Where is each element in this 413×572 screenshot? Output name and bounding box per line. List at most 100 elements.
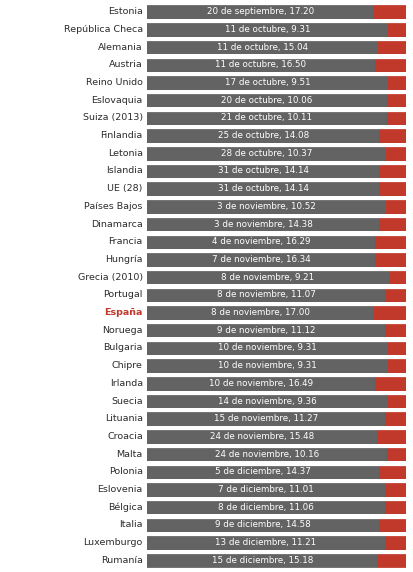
Text: 7 de diciembre, 11.01: 7 de diciembre, 11.01: [218, 485, 313, 494]
Bar: [387, 341, 405, 355]
Text: 9 de noviembre, 11.12: 9 de noviembre, 11.12: [216, 325, 314, 335]
Bar: [384, 482, 405, 496]
Text: 3 de noviembre, 10.52: 3 de noviembre, 10.52: [216, 202, 315, 211]
Text: Bulgaria: Bulgaria: [103, 343, 142, 352]
Text: República Checa: República Checa: [64, 25, 142, 34]
Text: 20 de septiembre, 17.20: 20 de septiembre, 17.20: [206, 7, 313, 16]
Bar: [377, 40, 405, 54]
Bar: [373, 305, 405, 320]
Text: Grecia (2010): Grecia (2010): [78, 273, 142, 281]
Text: 25 de octubre, 14.08: 25 de octubre, 14.08: [217, 131, 308, 140]
Bar: [386, 447, 405, 462]
Text: 3 de noviembre, 14.38: 3 de noviembre, 14.38: [213, 220, 312, 229]
Bar: [376, 429, 405, 444]
Bar: [147, 376, 374, 391]
Text: 24 de noviembre, 15.48: 24 de noviembre, 15.48: [209, 432, 313, 441]
Bar: [147, 341, 387, 355]
Bar: [147, 411, 384, 426]
Text: 17 de octubre, 9.51: 17 de octubre, 9.51: [224, 78, 310, 87]
Text: Finlandia: Finlandia: [100, 131, 142, 140]
Text: Dinamarca: Dinamarca: [91, 220, 142, 229]
Bar: [374, 58, 405, 72]
Text: Islandia: Islandia: [106, 166, 142, 176]
Text: 24 de noviembre, 10.16: 24 de noviembre, 10.16: [214, 450, 318, 459]
Bar: [147, 447, 386, 462]
Bar: [147, 181, 378, 196]
Bar: [388, 270, 405, 284]
Bar: [147, 270, 388, 284]
Bar: [384, 535, 405, 550]
Text: Noruega: Noruega: [102, 325, 142, 335]
Bar: [147, 217, 378, 231]
Bar: [147, 164, 378, 178]
Bar: [147, 235, 375, 249]
Text: 10 de noviembre, 9.31: 10 de noviembre, 9.31: [218, 361, 316, 370]
Bar: [147, 22, 387, 37]
Text: Rumanía: Rumanía: [101, 556, 142, 565]
Text: 28 de octubre, 10.37: 28 de octubre, 10.37: [221, 149, 312, 158]
Text: 8 de diciembre, 11.06: 8 de diciembre, 11.06: [218, 503, 313, 512]
Text: Chipre: Chipre: [112, 361, 142, 370]
Text: Croacia: Croacia: [107, 432, 142, 441]
Bar: [375, 235, 405, 249]
Text: Estonia: Estonia: [108, 7, 142, 16]
Text: Lituania: Lituania: [104, 414, 142, 423]
Bar: [373, 5, 405, 19]
Text: 15 de diciembre, 15.18: 15 de diciembre, 15.18: [211, 556, 312, 565]
Bar: [384, 411, 405, 426]
Text: 8 de noviembre, 11.07: 8 de noviembre, 11.07: [216, 291, 315, 299]
Bar: [147, 252, 374, 267]
Bar: [387, 22, 405, 37]
Text: Polonia: Polonia: [109, 467, 142, 476]
Bar: [147, 93, 386, 108]
Bar: [147, 500, 384, 514]
Text: Italia: Italia: [119, 521, 142, 530]
Text: Alemania: Alemania: [98, 42, 142, 51]
Bar: [385, 146, 405, 161]
Bar: [387, 394, 405, 408]
Bar: [147, 535, 384, 550]
Text: Austria: Austria: [109, 60, 142, 69]
Bar: [384, 323, 405, 337]
Text: Suecia: Suecia: [111, 396, 142, 406]
Bar: [147, 128, 379, 143]
Bar: [147, 359, 387, 373]
Bar: [387, 76, 405, 90]
Bar: [378, 217, 405, 231]
Bar: [147, 429, 376, 444]
Text: 8 de noviembre, 9.21: 8 de noviembre, 9.21: [221, 273, 313, 281]
Text: 21 de octubre, 10.11: 21 de octubre, 10.11: [221, 113, 312, 122]
Text: 5 de diciembre, 14.37: 5 de diciembre, 14.37: [214, 467, 310, 476]
Text: 20 de octubre, 10.06: 20 de octubre, 10.06: [221, 96, 312, 105]
Text: 14 de noviembre, 9.36: 14 de noviembre, 9.36: [218, 396, 316, 406]
Text: Reino Unido: Reino Unido: [86, 78, 142, 87]
Bar: [387, 359, 405, 373]
Text: 31 de octubre, 14.14: 31 de octubre, 14.14: [217, 184, 308, 193]
Text: Portugal: Portugal: [103, 291, 142, 299]
Bar: [378, 164, 405, 178]
Text: 10 de noviembre, 9.31: 10 de noviembre, 9.31: [218, 343, 316, 352]
Bar: [147, 553, 377, 567]
Text: 11 de octubre, 9.31: 11 de octubre, 9.31: [224, 25, 310, 34]
Text: Países Bajos: Países Bajos: [84, 202, 142, 211]
Text: Hungría: Hungría: [105, 255, 142, 264]
Text: 7 de noviembre, 16.34: 7 de noviembre, 16.34: [211, 255, 310, 264]
Bar: [147, 58, 374, 72]
Bar: [147, 518, 377, 532]
Text: Malta: Malta: [116, 450, 142, 459]
Bar: [147, 464, 378, 479]
Bar: [147, 5, 373, 19]
Text: UE (28): UE (28): [107, 184, 142, 193]
Text: Eslovaquia: Eslovaquia: [91, 96, 142, 105]
Text: Bélgica: Bélgica: [108, 502, 142, 512]
Bar: [379, 128, 405, 143]
Text: 8 de noviembre, 17.00: 8 de noviembre, 17.00: [211, 308, 309, 317]
Bar: [378, 181, 405, 196]
Text: 13 de diciembre, 11.21: 13 de diciembre, 11.21: [215, 538, 316, 547]
Bar: [385, 199, 405, 213]
Text: Francia: Francia: [108, 237, 142, 247]
Text: 10 de noviembre, 16.49: 10 de noviembre, 16.49: [209, 379, 312, 388]
Text: 15 de noviembre, 11.27: 15 de noviembre, 11.27: [213, 414, 317, 423]
Bar: [147, 110, 386, 125]
Text: 11 de octubre, 15.04: 11 de octubre, 15.04: [216, 42, 307, 51]
